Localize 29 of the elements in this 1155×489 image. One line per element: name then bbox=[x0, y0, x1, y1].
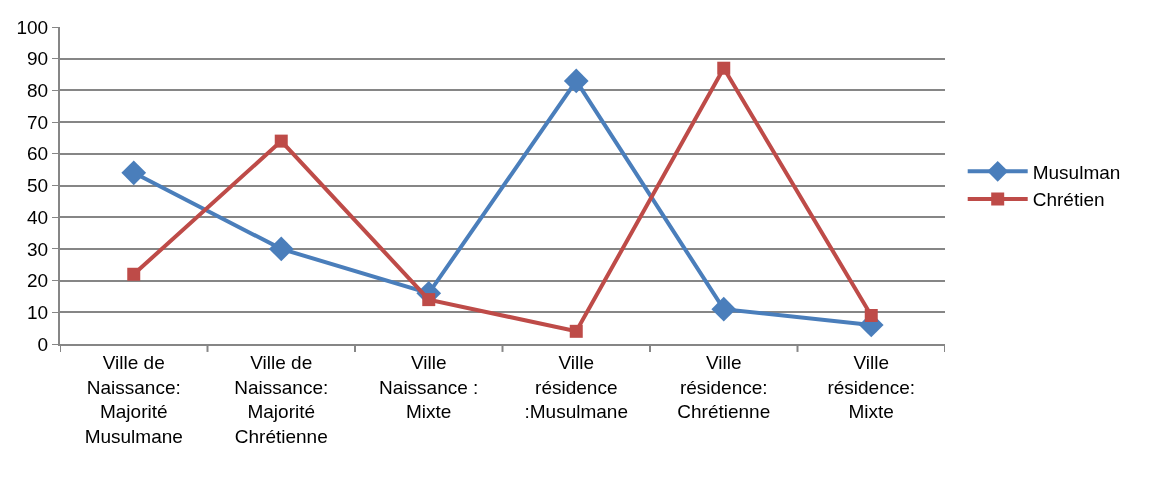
x-tick-label: Ville résidence :Musulmane bbox=[524, 351, 628, 423]
y-tick-label: 80 bbox=[27, 80, 49, 102]
point bbox=[563, 68, 589, 94]
y-tick-label: 20 bbox=[27, 270, 49, 292]
legend-label: Musulman bbox=[1032, 161, 1121, 183]
y-tick-label: 10 bbox=[27, 301, 49, 323]
y-tick-label: 90 bbox=[27, 48, 49, 70]
point bbox=[717, 61, 731, 75]
point bbox=[127, 267, 141, 281]
point bbox=[422, 293, 436, 307]
y-tick-label: 30 bbox=[27, 238, 49, 260]
y-tick-label: 40 bbox=[27, 206, 49, 228]
y-tick-label: 0 bbox=[37, 333, 49, 355]
x-tick-label: Ville résidence: Mixte bbox=[827, 351, 916, 423]
x-tick-label: Ville Naissance : Mixte bbox=[379, 351, 479, 423]
y-tick-label: 60 bbox=[27, 143, 49, 165]
x-tick-label: Ville de Naissance: Majorité Chrétienne bbox=[234, 351, 329, 447]
legend-label: Chrétien bbox=[1032, 189, 1105, 211]
point bbox=[864, 308, 878, 322]
y-tick-label: 50 bbox=[27, 175, 49, 197]
point bbox=[711, 296, 737, 322]
x-tick-label: Ville de Naissance: Majorité Musulmane bbox=[84, 351, 183, 447]
point bbox=[274, 134, 288, 148]
point bbox=[569, 324, 583, 338]
point bbox=[121, 160, 147, 186]
point bbox=[268, 236, 294, 262]
x-tick-label: Ville résidence: Chrétienne bbox=[677, 351, 771, 423]
y-tick-label: 100 bbox=[16, 16, 49, 38]
y-tick-label: 70 bbox=[27, 111, 49, 133]
